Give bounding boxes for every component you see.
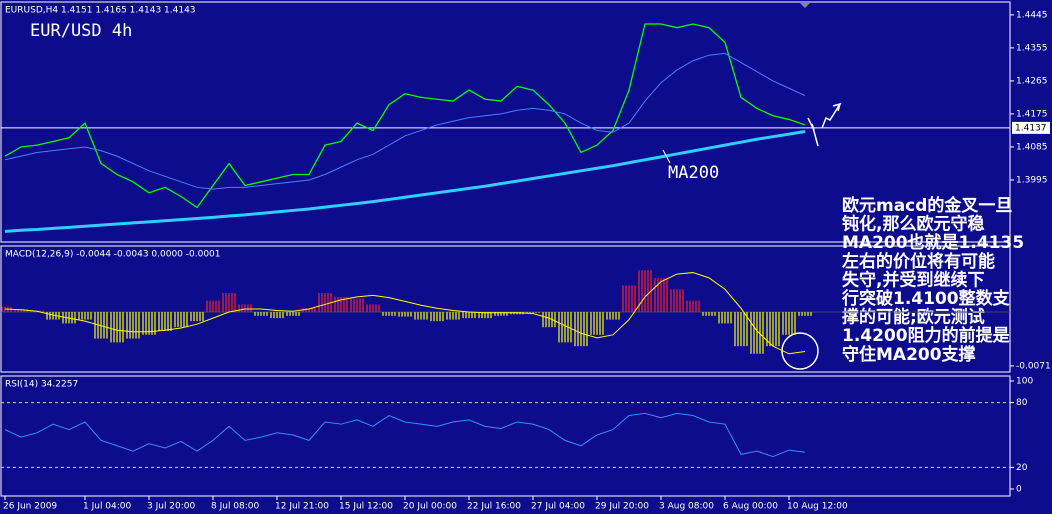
y-tick-label: 1.4355 bbox=[1016, 43, 1048, 53]
y-tick-label: 1.3995 bbox=[1016, 175, 1048, 185]
panel-title: RSI(14) 34.2257 bbox=[5, 380, 78, 390]
price-box bbox=[1012, 121, 1050, 134]
arrow-up bbox=[821, 102, 842, 129]
x-tick-label: 26 Jun 2009 bbox=[3, 502, 57, 512]
series-line bbox=[4, 130, 806, 233]
series-line bbox=[4, 412, 806, 458]
chart-heading: EUR/USD 4h bbox=[30, 21, 132, 41]
y-tick-label: 20 bbox=[1016, 463, 1028, 473]
macd-panel bbox=[0, 245, 1011, 373]
y-tick-label: 1.4265 bbox=[1016, 76, 1048, 86]
y-tick-label: 80 bbox=[1016, 398, 1028, 408]
arrow-down bbox=[807, 117, 819, 147]
x-tick-label: 8 Jul 08:00 bbox=[211, 502, 260, 512]
y-tick-label: -0.0071 bbox=[1016, 361, 1051, 371]
series-name: MA200 bbox=[668, 163, 719, 183]
annotation-text: 撑的可能;欧元测试 bbox=[842, 307, 985, 328]
x-tick-label: 12 Jul 21:00 bbox=[275, 502, 329, 512]
annotation-text: MA200也就是1.4135 bbox=[842, 232, 1024, 253]
series-line bbox=[4, 23, 806, 209]
annotation-text: 钝化,那么欧元守稳 bbox=[842, 214, 984, 235]
highlight-circle bbox=[781, 332, 819, 370]
series-line bbox=[4, 52, 806, 190]
x-tick-label: 22 Jul 16:00 bbox=[467, 502, 521, 512]
annotation-text: 欧元macd的金叉一旦 bbox=[842, 195, 1012, 216]
panel-title: EURUSD,H4 1.4151 1.4165 1.4143 1.4143 bbox=[5, 6, 196, 16]
x-tick-label: 6 Aug 00:00 bbox=[723, 502, 778, 512]
x-tick-label: 3 Aug 08:00 bbox=[659, 502, 714, 512]
annotation-text: 行突破1.4100整数支 bbox=[841, 288, 1011, 309]
scroll-marker bbox=[800, 3, 810, 8]
rsi-panel bbox=[0, 375, 1011, 497]
y-tick-label: 1.4445 bbox=[1016, 10, 1048, 20]
x-tick-label: 1 Jul 04:00 bbox=[83, 502, 132, 512]
x-tick-label: 10 Aug 12:00 bbox=[787, 502, 848, 512]
y-tick-label: 100 bbox=[1016, 376, 1033, 386]
price-panel bbox=[0, 1, 1011, 243]
price-label: 1.4137 bbox=[1015, 123, 1047, 133]
x-tick-label: 29 Jul 20:00 bbox=[595, 502, 649, 512]
annotation-text: 左右的价位将有可能 bbox=[842, 251, 995, 272]
x-tick-label: 3 Jul 20:00 bbox=[147, 502, 196, 512]
annotation-text: 守住MA200支撑 bbox=[842, 344, 976, 365]
y-tick-label: 0 bbox=[1016, 484, 1022, 494]
annotation-text: 失守,并受到继续下 bbox=[842, 269, 984, 290]
annotation-text: 1.4200阻力的前提是 bbox=[842, 325, 1010, 346]
panel-title: MACD(12,26,9) -0.0044 -0.0043 0.0000 -0.… bbox=[5, 250, 221, 260]
x-tick-label: 20 Jul 00:00 bbox=[403, 502, 457, 512]
x-tick-label: 15 Jul 12:00 bbox=[339, 502, 393, 512]
x-tick-label: 27 Jul 04:00 bbox=[531, 502, 585, 512]
series-name-pointer bbox=[662, 149, 671, 164]
y-tick-label: 1.4175 bbox=[1016, 109, 1048, 119]
y-tick-label: 1.4085 bbox=[1016, 142, 1048, 152]
series-line bbox=[4, 272, 806, 355]
